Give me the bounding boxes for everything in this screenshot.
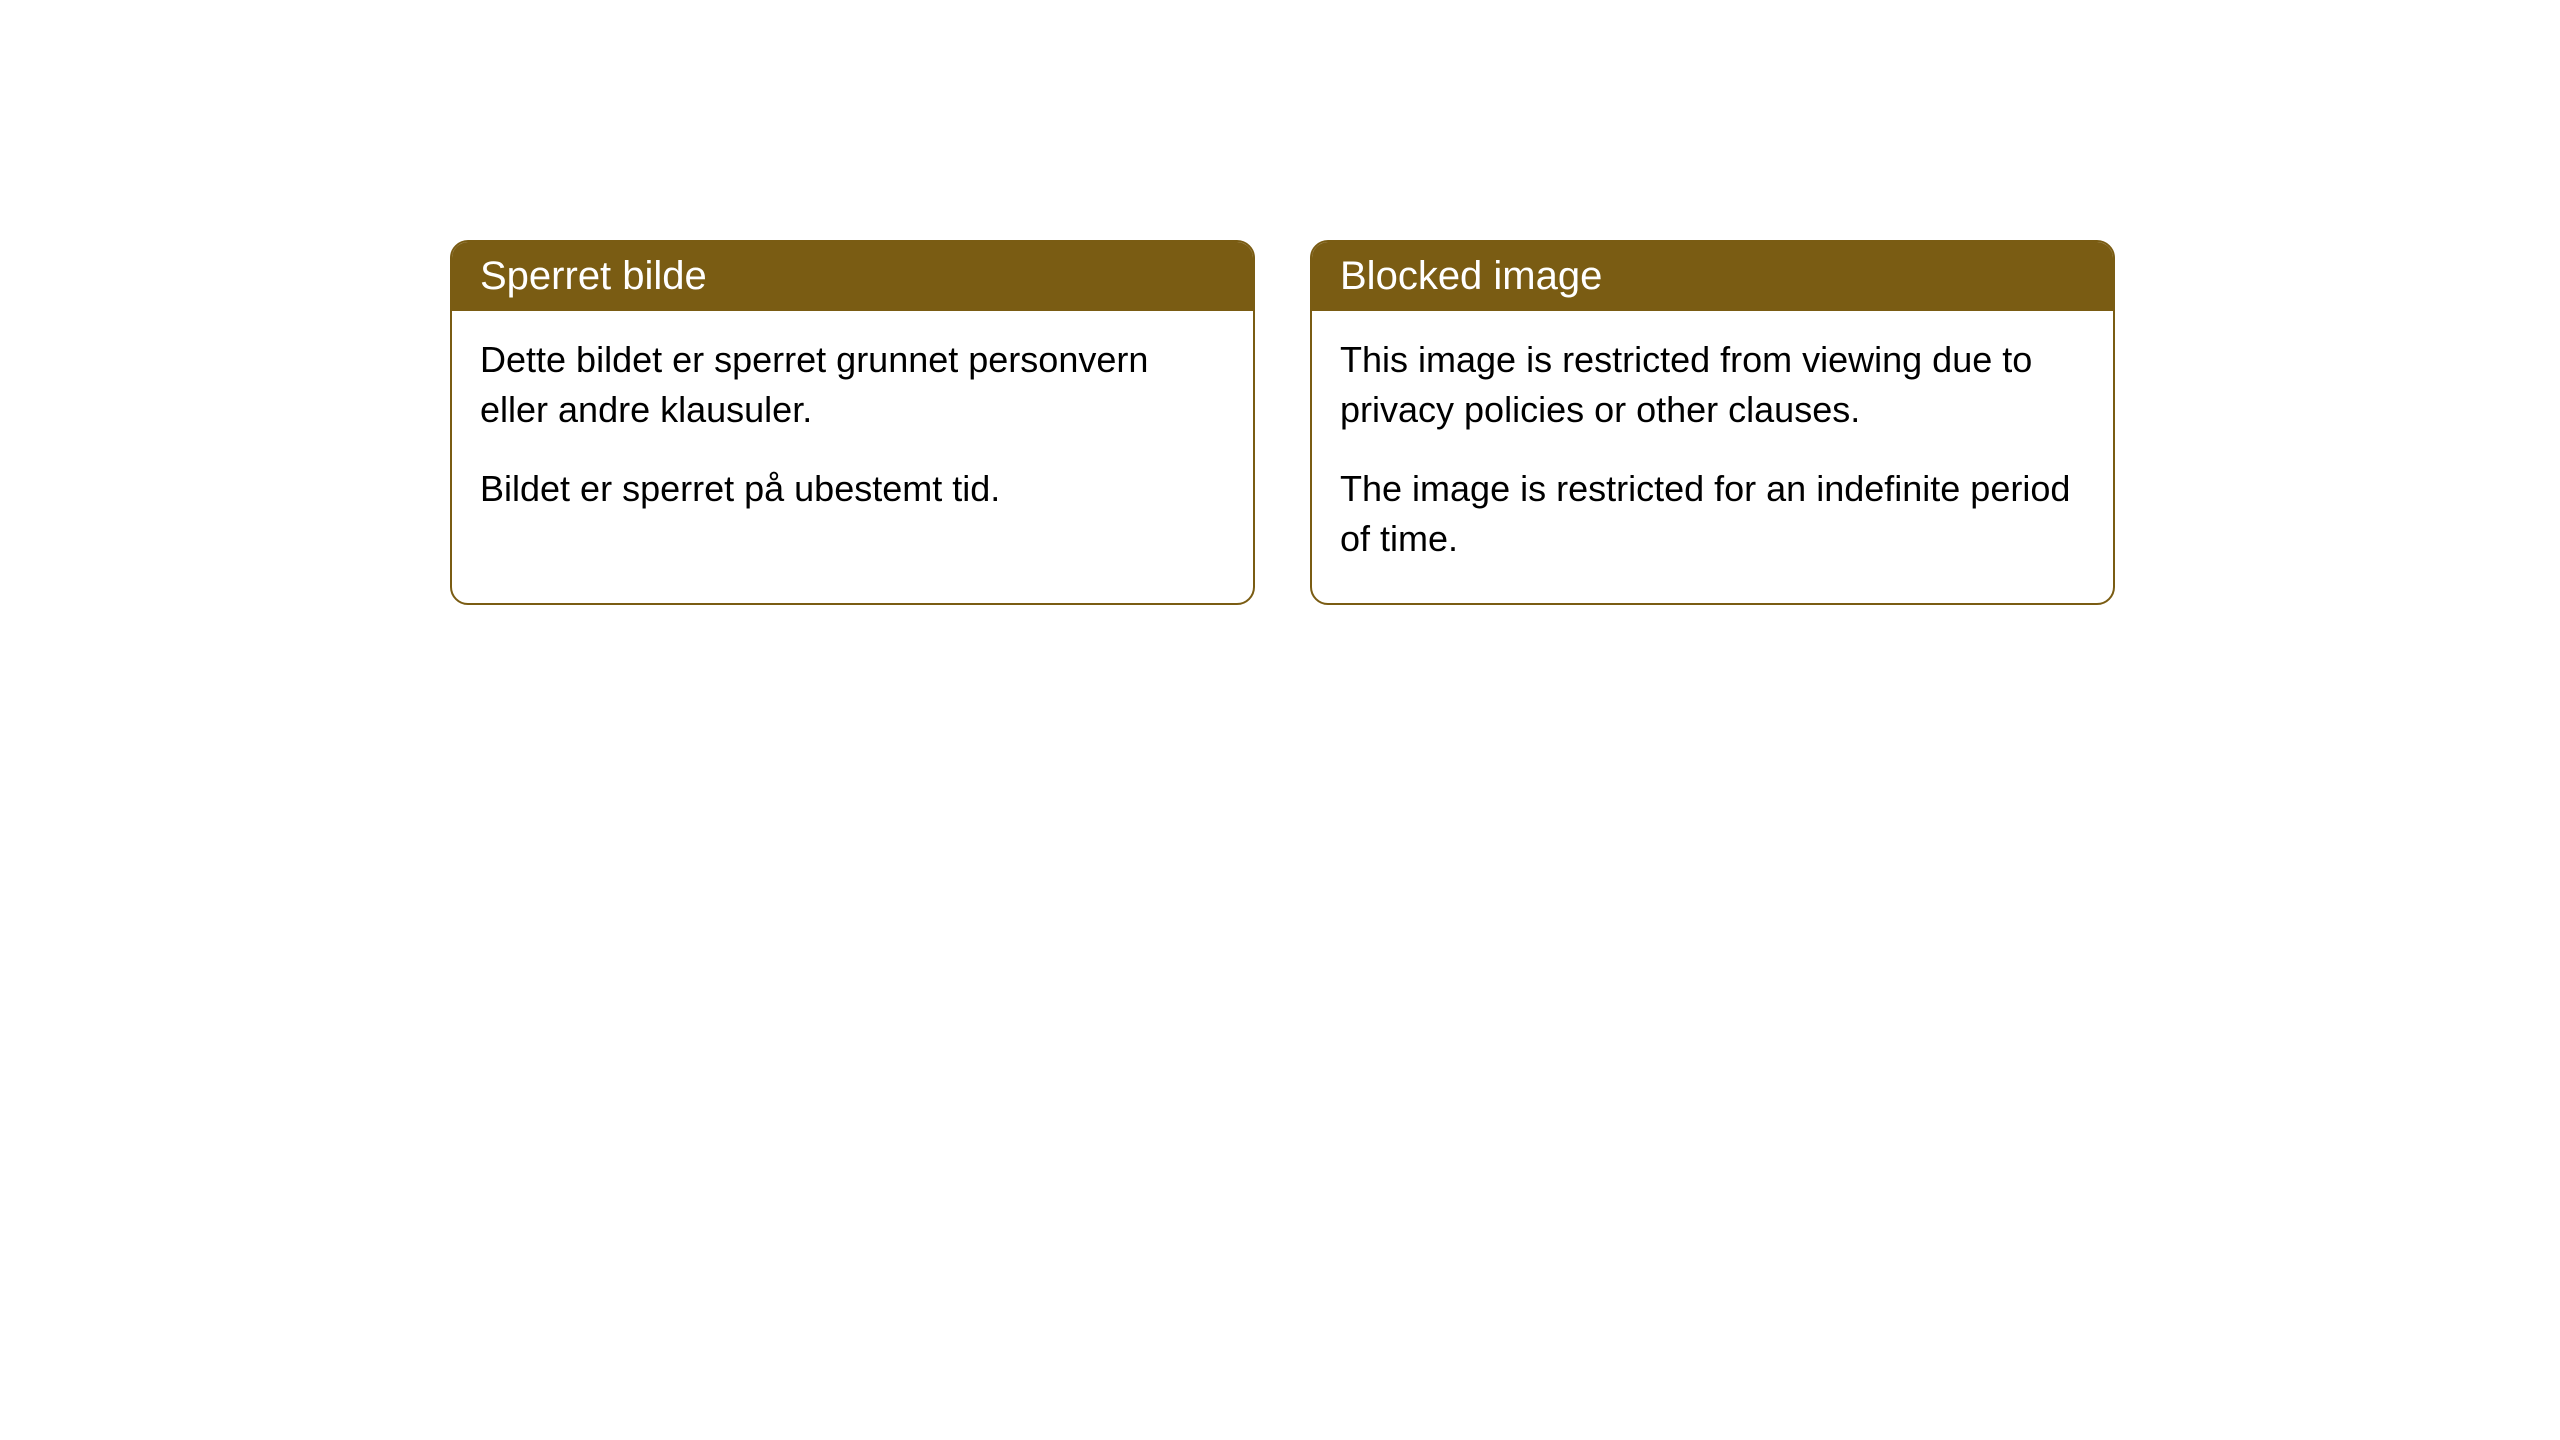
card-title-norwegian: Sperret bilde [480, 254, 707, 298]
card-header-english: Blocked image [1312, 242, 2113, 311]
card-text-norwegian-2: Bildet er sperret på ubestemt tid. [480, 464, 1225, 514]
card-body-norwegian: Dette bildet er sperret grunnet personve… [452, 311, 1253, 552]
card-text-english-1: This image is restricted from viewing du… [1340, 335, 2085, 436]
notice-container: Sperret bilde Dette bildet er sperret gr… [450, 240, 2115, 605]
card-body-english: This image is restricted from viewing du… [1312, 311, 2113, 603]
notice-card-english: Blocked image This image is restricted f… [1310, 240, 2115, 605]
card-header-norwegian: Sperret bilde [452, 242, 1253, 311]
notice-card-norwegian: Sperret bilde Dette bildet er sperret gr… [450, 240, 1255, 605]
card-text-norwegian-1: Dette bildet er sperret grunnet personve… [480, 335, 1225, 436]
card-title-english: Blocked image [1340, 254, 1602, 298]
card-text-english-2: The image is restricted for an indefinit… [1340, 464, 2085, 565]
